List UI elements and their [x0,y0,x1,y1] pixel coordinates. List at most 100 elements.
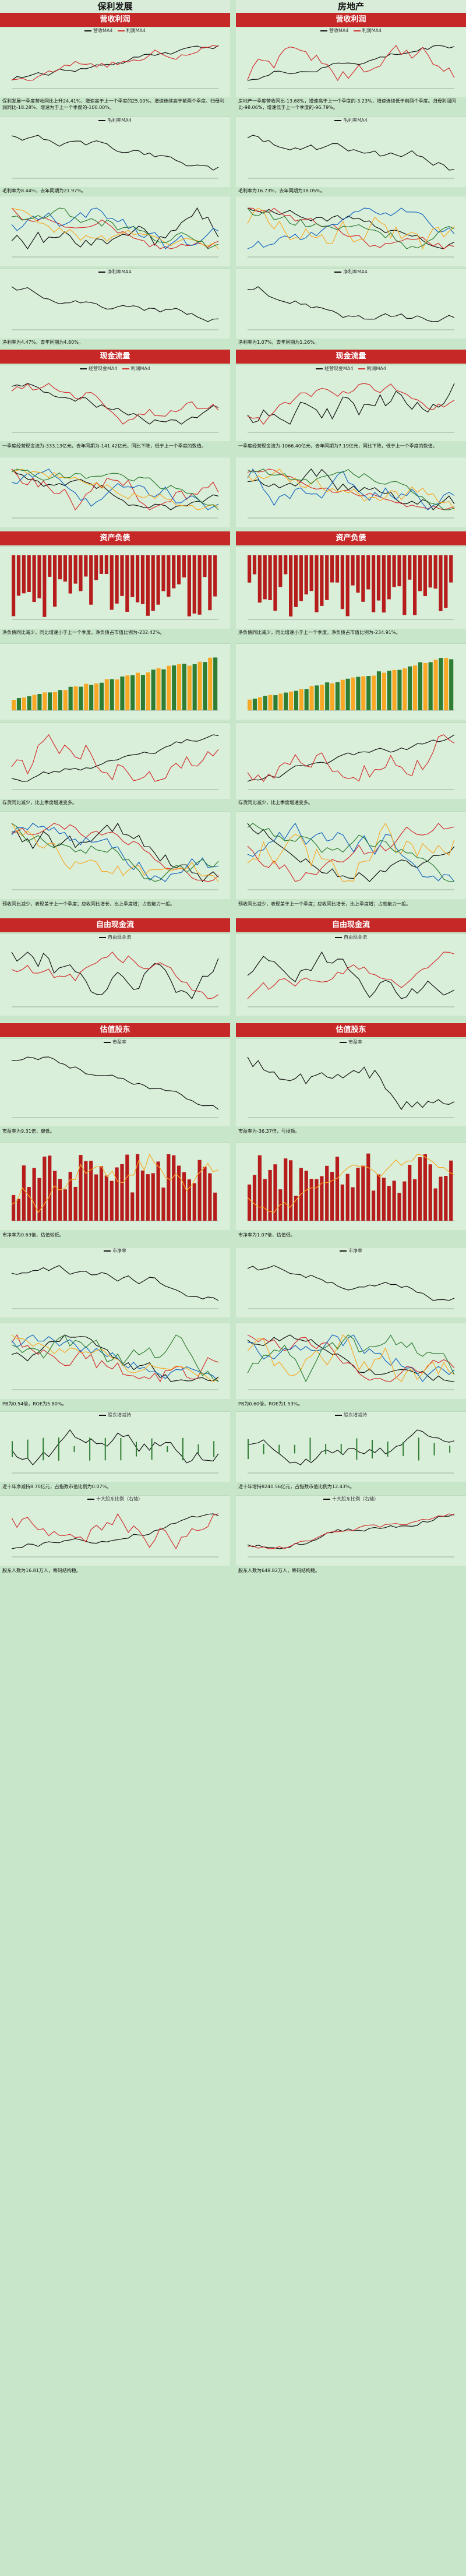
chart-svg [247,383,455,433]
chart-svg [247,44,455,89]
bar [444,1176,448,1221]
series-line [247,1265,455,1301]
bar [299,689,303,710]
bar [263,1179,267,1221]
bar [330,555,334,583]
chart-legend: 净利率MA4 [236,269,466,275]
series-line [11,468,219,510]
bar [156,668,161,710]
bar [115,1167,119,1221]
bar [208,1173,212,1221]
bar [315,555,319,612]
bar [294,1196,298,1221]
legend-swatch [334,271,342,273]
bar [172,1155,176,1221]
bar [43,1156,47,1221]
bar [278,1444,280,1454]
bar [418,1157,422,1221]
chart-panel-pbhist [236,1142,466,1230]
chart-svg [11,734,219,790]
series-line [11,823,219,882]
bar [140,555,145,604]
bar [27,696,31,710]
bar [161,555,165,591]
series-line [247,1334,455,1382]
legend-label: 营收MA4 [93,28,113,33]
legend-item: 自由现金流 [99,935,131,940]
series-line [11,734,219,782]
chart-svg [11,952,219,1007]
bar [120,676,125,710]
bar [356,1168,360,1221]
bar [423,555,427,596]
bar [94,683,99,710]
chart-panel-pbhist [0,1142,230,1230]
legend-swatch [323,1498,330,1500]
series-line [11,45,219,81]
series-line [247,207,455,249]
caption-profit: 保利发展一季度营收同比上升24.41%，增速高于上一个季度的25.00%，增速连… [2,98,225,110]
legend-item: 毛利率MA4 [98,118,132,123]
bar [439,1176,443,1221]
bar [294,1444,295,1454]
bar [43,692,47,710]
bar [289,691,294,710]
chart-svg [11,1265,219,1309]
legend-label: 利润MA4 [362,28,382,33]
legend-item: 股东增减持 [99,1412,131,1418]
legend-item: 市净率 [104,1248,126,1253]
bar [289,1160,293,1221]
bar [197,555,202,615]
bar [208,657,213,710]
bar [48,1155,52,1221]
bar [104,1437,106,1461]
bar [397,1193,401,1221]
bar [177,555,181,584]
bar [104,555,108,575]
series-line [247,1334,455,1383]
bar [366,1153,370,1221]
bar [167,665,171,710]
bar [89,1437,91,1461]
bar [140,1170,145,1221]
bar [361,676,366,710]
bar [115,679,119,710]
chart-panel-hold: 十大股东比例（右轴） [236,1495,466,1566]
chart-panel-gross: 毛利率MA4 [0,117,230,187]
chart-panel-cost [0,196,230,266]
chart-panel-inv [0,723,230,799]
caption-pb: 市净率为1.07倍，估值低。 [238,1232,295,1238]
legend-item: 利润MA4 [358,366,386,371]
chart-legend: 十大股东比例（右轴） [0,1496,230,1502]
chart-legend: 经营现金MA4 利润MA4 [236,365,466,372]
chart-panel-cash: 经营现金MA4 利润MA4 [236,365,466,441]
bar [146,1174,150,1221]
column-poly: 保利发展 营收利润 营收MA4 利润MA4 保利发展一季度营收同比上升24.41%，增速… [0,0,230,2576]
legend-swatch [98,119,106,121]
legend-swatch [98,271,106,273]
series-line [11,135,219,171]
series-line [11,286,219,322]
bar [140,675,145,710]
bar [43,1437,44,1461]
bar [151,555,155,611]
bar [294,690,298,710]
bar [366,555,370,590]
chart-panel-pe: 市盈率 [236,1038,466,1126]
bar [37,555,41,598]
bar [73,1446,75,1453]
bar [177,1165,181,1221]
bar [84,555,88,577]
bar [309,1437,311,1461]
bar [403,555,407,615]
legend-label: 十大股东比例（右轴） [96,1496,143,1502]
bar [413,1179,417,1221]
caption-wc: 预收同比减少，表现差于上一个季度；应收同比增长，比上季度增；占款能力一般。 [2,901,175,907]
chart-svg [247,734,455,790]
bar [136,1442,137,1457]
series-line [247,468,455,510]
bar [94,1174,98,1221]
bar [284,555,288,575]
bar [48,555,52,577]
bar [68,1172,72,1221]
